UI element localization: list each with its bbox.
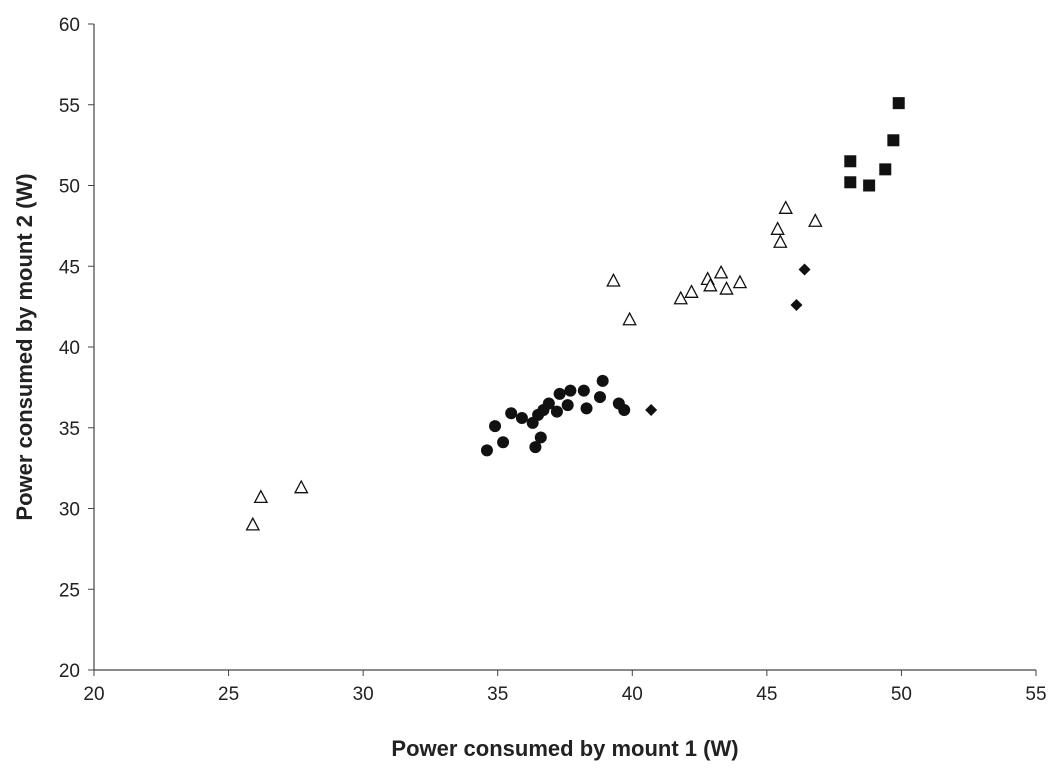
circle-point <box>564 384 577 397</box>
triangle-point <box>606 272 621 287</box>
y-tick-label: 40 <box>59 338 80 359</box>
x-tick-label: 30 <box>353 684 374 705</box>
x-tick-label: 55 <box>1025 684 1046 705</box>
circle-point <box>618 403 631 416</box>
triangle-point <box>293 479 309 494</box>
y-tick-label: 50 <box>59 177 80 198</box>
x-tick-label: 20 <box>83 684 104 705</box>
x-tick-label: 25 <box>218 684 239 705</box>
circle-point <box>593 391 606 404</box>
triangle-point <box>732 274 748 289</box>
y-ticks: 20 25 30 35 40 45 50 55 60 <box>59 15 94 682</box>
x-tick-label: 35 <box>487 684 508 705</box>
triangle-point <box>253 489 269 504</box>
circle-point <box>529 441 542 454</box>
circle-point <box>561 399 574 412</box>
circle-point <box>489 420 502 433</box>
triangle-point <box>719 280 734 295</box>
y-tick-label: 55 <box>59 96 80 117</box>
circle-point <box>577 384 590 397</box>
square-point <box>879 163 892 176</box>
triangle-point <box>773 234 788 248</box>
triangle-point <box>622 311 637 326</box>
circle-point <box>534 431 547 444</box>
square-point <box>892 97 905 110</box>
y-tick-label: 20 <box>59 661 80 682</box>
square-point <box>887 134 900 147</box>
y-tick-label: 60 <box>59 15 80 36</box>
triangle-point <box>778 200 793 214</box>
circle-point <box>515 412 528 425</box>
y-tick-label: 35 <box>59 419 80 440</box>
circle-point <box>553 387 566 400</box>
triangle-point <box>673 290 688 305</box>
x-axis-title: Power consumed by mount 1 (W) <box>391 736 738 761</box>
square-point <box>863 179 876 192</box>
triangle-point <box>245 516 261 531</box>
diamond-point <box>645 403 658 416</box>
x-tick-label: 50 <box>891 684 912 705</box>
circle-point <box>542 397 555 410</box>
square-point <box>844 176 857 189</box>
circle-point <box>550 405 563 418</box>
triangle-point <box>770 221 785 235</box>
circle-point <box>580 402 593 415</box>
y-tick-label: 30 <box>59 500 80 521</box>
circle-point <box>497 436 510 449</box>
triangle-point <box>703 277 718 292</box>
diamond-point <box>798 263 811 276</box>
circle-point <box>596 374 609 387</box>
triangle-point <box>684 284 699 298</box>
x-tick-label: 40 <box>622 684 643 705</box>
triangle-point <box>808 213 823 227</box>
x-ticks: 20 25 30 35 40 45 50 55 <box>83 670 1047 705</box>
y-tick-label: 25 <box>59 580 80 601</box>
triangle-point <box>713 264 729 279</box>
data-points <box>245 97 905 531</box>
axes <box>93 24 1036 671</box>
y-tick-label: 45 <box>59 257 80 278</box>
x-tick-label: 45 <box>756 684 777 705</box>
square-point <box>844 155 857 168</box>
circle-point <box>505 407 518 420</box>
diamond-point <box>790 299 803 312</box>
circle-point <box>480 444 493 457</box>
y-axis-title: Power consumed by mount 2 (W) <box>12 173 37 520</box>
